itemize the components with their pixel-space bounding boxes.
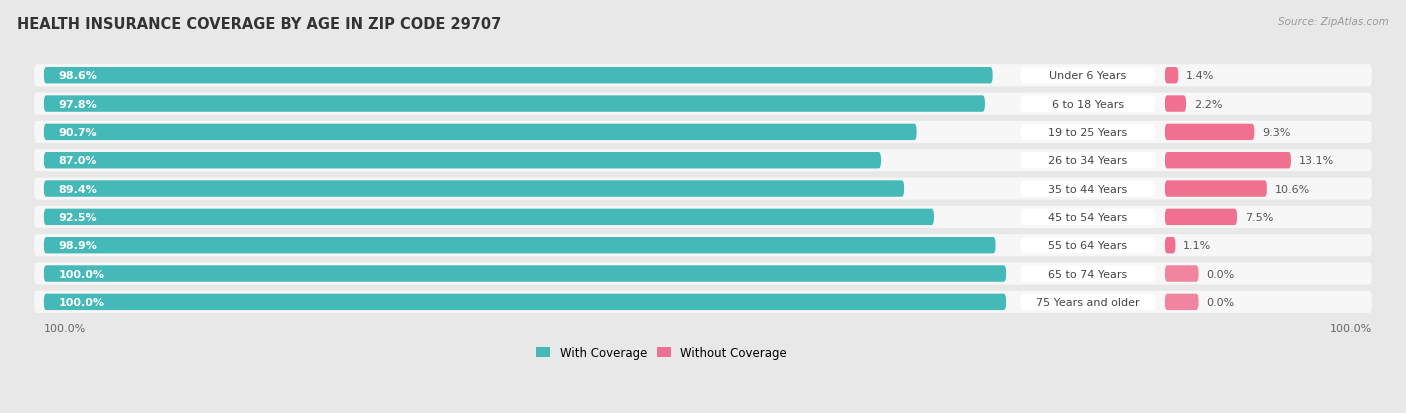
Text: 100.0%: 100.0% [44, 323, 86, 333]
FancyBboxPatch shape [1021, 181, 1156, 197]
FancyBboxPatch shape [44, 68, 993, 84]
FancyBboxPatch shape [1166, 237, 1175, 254]
FancyBboxPatch shape [44, 209, 934, 225]
FancyBboxPatch shape [1166, 209, 1237, 225]
FancyBboxPatch shape [44, 266, 1007, 282]
Text: Under 6 Years: Under 6 Years [1049, 71, 1126, 81]
Text: 100.0%: 100.0% [58, 269, 104, 279]
FancyBboxPatch shape [1021, 153, 1156, 169]
Text: 1.4%: 1.4% [1187, 71, 1215, 81]
Legend: With Coverage, Without Coverage: With Coverage, Without Coverage [531, 342, 792, 364]
Text: 45 to 54 Years: 45 to 54 Years [1049, 212, 1128, 222]
FancyBboxPatch shape [44, 294, 1007, 310]
FancyBboxPatch shape [1166, 294, 1198, 310]
FancyBboxPatch shape [44, 124, 917, 141]
FancyBboxPatch shape [1166, 68, 1178, 84]
FancyBboxPatch shape [1166, 181, 1267, 197]
Text: 92.5%: 92.5% [58, 212, 97, 222]
Text: 26 to 34 Years: 26 to 34 Years [1049, 156, 1128, 166]
FancyBboxPatch shape [34, 121, 1372, 144]
Text: 10.6%: 10.6% [1275, 184, 1310, 194]
FancyBboxPatch shape [1021, 294, 1156, 310]
FancyBboxPatch shape [1166, 153, 1291, 169]
FancyBboxPatch shape [1021, 209, 1156, 225]
FancyBboxPatch shape [44, 181, 904, 197]
Text: 65 to 74 Years: 65 to 74 Years [1049, 269, 1128, 279]
FancyBboxPatch shape [34, 93, 1372, 115]
FancyBboxPatch shape [44, 153, 882, 169]
Text: 35 to 44 Years: 35 to 44 Years [1049, 184, 1128, 194]
FancyBboxPatch shape [1021, 68, 1156, 84]
FancyBboxPatch shape [1166, 96, 1187, 112]
FancyBboxPatch shape [34, 235, 1372, 256]
Text: 6 to 18 Years: 6 to 18 Years [1052, 99, 1123, 109]
FancyBboxPatch shape [34, 150, 1372, 172]
Text: HEALTH INSURANCE COVERAGE BY AGE IN ZIP CODE 29707: HEALTH INSURANCE COVERAGE BY AGE IN ZIP … [17, 17, 501, 31]
FancyBboxPatch shape [1166, 266, 1198, 282]
Text: Source: ZipAtlas.com: Source: ZipAtlas.com [1278, 17, 1389, 26]
Text: 19 to 25 Years: 19 to 25 Years [1049, 128, 1128, 138]
Text: 100.0%: 100.0% [58, 297, 104, 307]
FancyBboxPatch shape [1021, 266, 1156, 282]
FancyBboxPatch shape [1021, 237, 1156, 254]
Text: 90.7%: 90.7% [58, 128, 97, 138]
Text: 0.0%: 0.0% [1206, 269, 1234, 279]
FancyBboxPatch shape [1021, 96, 1156, 112]
Text: 1.1%: 1.1% [1184, 241, 1212, 251]
Text: 75 Years and older: 75 Years and older [1036, 297, 1140, 307]
FancyBboxPatch shape [34, 291, 1372, 313]
Text: 0.0%: 0.0% [1206, 297, 1234, 307]
FancyBboxPatch shape [34, 263, 1372, 285]
FancyBboxPatch shape [1166, 124, 1254, 141]
Text: 89.4%: 89.4% [58, 184, 97, 194]
FancyBboxPatch shape [34, 178, 1372, 200]
FancyBboxPatch shape [1021, 124, 1156, 141]
FancyBboxPatch shape [44, 237, 995, 254]
Text: 2.2%: 2.2% [1194, 99, 1222, 109]
FancyBboxPatch shape [34, 65, 1372, 87]
Text: 97.8%: 97.8% [58, 99, 97, 109]
Text: 7.5%: 7.5% [1244, 212, 1272, 222]
FancyBboxPatch shape [34, 206, 1372, 228]
Text: 87.0%: 87.0% [58, 156, 97, 166]
FancyBboxPatch shape [44, 96, 986, 112]
Text: 100.0%: 100.0% [1330, 323, 1372, 333]
Text: 98.9%: 98.9% [58, 241, 97, 251]
Text: 13.1%: 13.1% [1299, 156, 1334, 166]
Text: 55 to 64 Years: 55 to 64 Years [1049, 241, 1128, 251]
Text: 9.3%: 9.3% [1263, 128, 1291, 138]
Text: 98.6%: 98.6% [58, 71, 97, 81]
